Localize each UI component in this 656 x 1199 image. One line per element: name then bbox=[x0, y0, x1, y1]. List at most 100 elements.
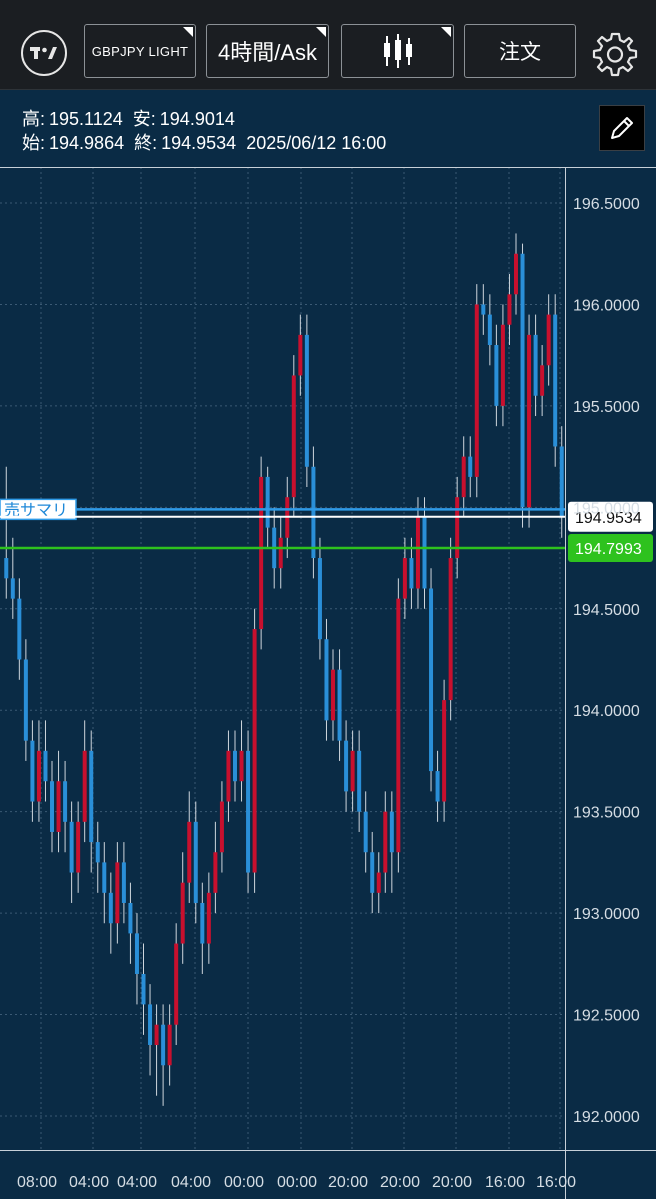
high-value: 195.1124 bbox=[49, 109, 123, 129]
candle-body bbox=[10, 578, 15, 599]
y-tick-label: 196.0000 bbox=[573, 297, 640, 314]
candle-body bbox=[337, 669, 342, 741]
candle-body bbox=[344, 740, 349, 792]
candle-body bbox=[239, 750, 244, 782]
candle-body bbox=[324, 639, 329, 721]
candle-body bbox=[23, 659, 28, 741]
ohlc-row-2: 始: 194.9864 終: 194.9534 2025/06/12 16:00 bbox=[22, 131, 390, 155]
candle-body bbox=[494, 345, 499, 406]
candle-body bbox=[102, 862, 107, 893]
y-tick-label: 193.0000 bbox=[573, 906, 640, 923]
candle-body bbox=[481, 304, 486, 315]
current-price-label: 194.9534 bbox=[575, 510, 642, 527]
x-tick-label: 16:00 bbox=[485, 1174, 525, 1191]
datetime-value: 2025/06/12 16:00 bbox=[246, 133, 387, 153]
candle-body bbox=[409, 558, 414, 589]
close-value: 194.9534 bbox=[161, 133, 237, 153]
y-tick-label: 195.0000 bbox=[573, 500, 640, 517]
y-tick-label: 195.5000 bbox=[573, 399, 640, 416]
y-tick-label: 192.5000 bbox=[573, 1008, 640, 1025]
candle-body bbox=[76, 821, 81, 873]
candle-body bbox=[448, 558, 453, 701]
candle-body bbox=[193, 821, 198, 903]
x-tick-label: 00:00 bbox=[277, 1174, 317, 1191]
candle-body bbox=[219, 801, 224, 853]
candle-body bbox=[513, 253, 518, 295]
x-tick-label: 04:00 bbox=[171, 1174, 211, 1191]
candle-body bbox=[546, 314, 551, 366]
pencil-icon[interactable] bbox=[599, 105, 645, 151]
candle-body bbox=[174, 943, 179, 1025]
candle-body bbox=[154, 1024, 159, 1045]
candle-body bbox=[461, 456, 466, 498]
interval-selector-button[interactable]: 4時間/Ask bbox=[206, 24, 329, 78]
candle-body bbox=[376, 872, 381, 893]
candle-body bbox=[500, 324, 505, 406]
candle-body bbox=[435, 771, 440, 802]
candle-body bbox=[278, 537, 283, 569]
candle-body bbox=[167, 1024, 172, 1066]
x-tick-label: 20:00 bbox=[328, 1174, 368, 1191]
x-tick-label: 08:00 bbox=[17, 1174, 57, 1191]
candlestick-chart[interactable]: 売サマリ 194.9534 194.7993 196.5000 196.0000 195.… bbox=[0, 167, 656, 1199]
interval-label: 4時間/Ask bbox=[217, 40, 318, 65]
dropdown-corner-icon bbox=[316, 27, 326, 37]
price-chart[interactable]: 売サマリ 194.9534 194.7993 196.5000 196.0000 195.… bbox=[0, 167, 656, 1199]
candle-body bbox=[357, 750, 362, 812]
candle-body bbox=[455, 497, 460, 559]
candle-body bbox=[50, 781, 55, 832]
candle-body bbox=[474, 304, 479, 477]
candle-body bbox=[148, 1004, 153, 1045]
candle-body bbox=[206, 892, 211, 944]
candle-body bbox=[95, 842, 100, 863]
green-price-label: 194.7993 bbox=[575, 541, 642, 558]
candle-body bbox=[311, 466, 316, 559]
candle-body bbox=[121, 862, 126, 903]
candle-body bbox=[520, 253, 525, 508]
candle-body bbox=[540, 365, 545, 396]
candle-body bbox=[429, 588, 434, 772]
candle-body bbox=[350, 750, 355, 792]
open-label: 始: bbox=[22, 133, 46, 153]
green-price-tag bbox=[568, 534, 653, 563]
candle-body bbox=[363, 811, 368, 853]
candle-body bbox=[4, 558, 9, 579]
candle-body bbox=[442, 700, 447, 802]
sell-summary-tag[interactable] bbox=[0, 498, 77, 521]
candle-body bbox=[246, 750, 251, 873]
candle-body bbox=[265, 476, 270, 528]
candle-body bbox=[304, 334, 309, 467]
candle-body bbox=[383, 811, 388, 873]
ohlc-info: 高: 195.1124 安: 194.9014 始: 194.9864 終: 194.953… bbox=[22, 107, 390, 155]
y-tick-label: 196.5000 bbox=[573, 196, 640, 213]
candle-body bbox=[161, 1024, 166, 1066]
candle-body bbox=[553, 314, 558, 447]
ohlc-row-1: 高: 195.1124 安: 194.9014 bbox=[22, 107, 390, 131]
x-tick-label: 04:00 bbox=[117, 1174, 157, 1191]
order-button[interactable]: 注文 bbox=[464, 24, 576, 78]
candle-body bbox=[527, 334, 532, 508]
open-value: 194.9864 bbox=[49, 133, 125, 153]
y-tick-label: 192.0000 bbox=[573, 1109, 640, 1126]
candle-body bbox=[36, 750, 41, 802]
dropdown-corner-icon bbox=[183, 27, 193, 37]
candle-body bbox=[331, 669, 336, 721]
tradingview-logo-icon[interactable] bbox=[21, 30, 67, 76]
symbol-selector-button[interactable]: GBPJPY LIGHT bbox=[84, 24, 196, 78]
current-price-tag bbox=[568, 501, 653, 532]
x-tick-label: 16:00 bbox=[536, 1174, 576, 1191]
candle-body bbox=[213, 852, 218, 893]
low-label: 安: bbox=[132, 109, 156, 129]
y-tick-label: 194.5000 bbox=[573, 602, 640, 619]
candle-body bbox=[30, 740, 35, 802]
high-label: 高: bbox=[22, 109, 46, 129]
gear-icon[interactable] bbox=[591, 30, 639, 78]
top-toolbar: GBPJPY LIGHT 4時間/Ask 注文 bbox=[0, 0, 656, 90]
candle-body bbox=[291, 375, 296, 498]
chart-type-button[interactable] bbox=[341, 24, 454, 78]
candle-body bbox=[200, 902, 205, 944]
candle-body bbox=[69, 821, 74, 873]
x-tick-label: 00:00 bbox=[224, 1174, 264, 1191]
symbol-label: GBPJPY LIGHT bbox=[91, 43, 189, 59]
candle-body bbox=[180, 882, 185, 944]
